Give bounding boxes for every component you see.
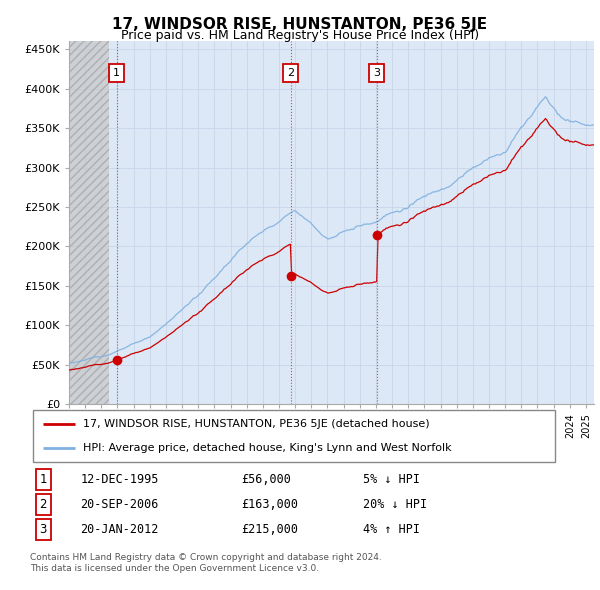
FancyBboxPatch shape bbox=[32, 410, 556, 462]
Text: Contains HM Land Registry data © Crown copyright and database right 2024.
This d: Contains HM Land Registry data © Crown c… bbox=[30, 553, 382, 573]
Text: Price paid vs. HM Land Registry's House Price Index (HPI): Price paid vs. HM Land Registry's House … bbox=[121, 30, 479, 42]
Text: £163,000: £163,000 bbox=[241, 498, 298, 511]
Text: 20-JAN-2012: 20-JAN-2012 bbox=[80, 523, 158, 536]
Text: 2: 2 bbox=[287, 68, 294, 78]
Text: 17, WINDSOR RISE, HUNSTANTON, PE36 5JE: 17, WINDSOR RISE, HUNSTANTON, PE36 5JE bbox=[112, 17, 488, 31]
Text: 2: 2 bbox=[40, 498, 47, 511]
Text: 20% ↓ HPI: 20% ↓ HPI bbox=[362, 498, 427, 511]
Text: 3: 3 bbox=[373, 68, 380, 78]
Text: 3: 3 bbox=[40, 523, 47, 536]
Text: 17, WINDSOR RISE, HUNSTANTON, PE36 5JE (detached house): 17, WINDSOR RISE, HUNSTANTON, PE36 5JE (… bbox=[83, 418, 430, 428]
Text: 12-DEC-1995: 12-DEC-1995 bbox=[80, 473, 158, 486]
Text: £215,000: £215,000 bbox=[241, 523, 298, 536]
Text: HPI: Average price, detached house, King's Lynn and West Norfolk: HPI: Average price, detached house, King… bbox=[83, 444, 451, 454]
Text: 5% ↓ HPI: 5% ↓ HPI bbox=[362, 473, 419, 486]
Text: 1: 1 bbox=[40, 473, 47, 486]
Text: £56,000: £56,000 bbox=[241, 473, 291, 486]
Text: 1: 1 bbox=[113, 68, 120, 78]
Text: 20-SEP-2006: 20-SEP-2006 bbox=[80, 498, 158, 511]
Text: 4% ↑ HPI: 4% ↑ HPI bbox=[362, 523, 419, 536]
Bar bbox=[69, 41, 109, 404]
